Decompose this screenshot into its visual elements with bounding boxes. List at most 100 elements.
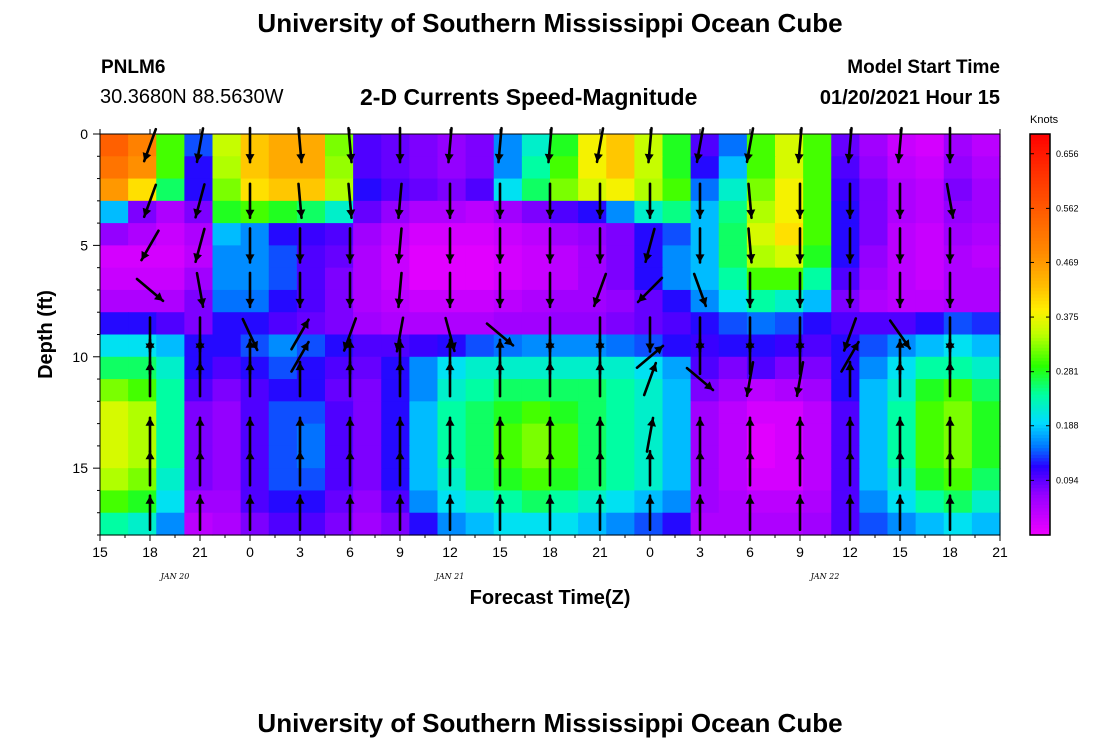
colorbar-segment (1030, 240, 1050, 245)
heatmap-cell (746, 200, 776, 224)
heatmap-cell (746, 334, 776, 358)
heatmap-cell (521, 379, 551, 402)
heatmap-cell (550, 156, 579, 180)
vector-arrowhead (745, 451, 755, 460)
heatmap-cell (381, 356, 410, 380)
heatmap-cell (353, 379, 382, 402)
heatmap-cell (718, 178, 748, 202)
y-tick-label: 15 (72, 460, 88, 476)
heatmap-cell (690, 334, 720, 358)
heatmap-cell (971, 445, 1001, 469)
vector-arrowhead (395, 339, 405, 348)
heatmap-cell (803, 289, 832, 313)
heatmap-cell (718, 134, 748, 157)
heatmap-cell (662, 267, 692, 291)
vector-arrowhead (947, 208, 956, 218)
vector-arrowhead (545, 417, 555, 426)
heatmap-cell (296, 223, 326, 246)
heatmap-cell (803, 379, 832, 402)
heatmap-cell (381, 178, 410, 202)
heatmap-cell (128, 178, 157, 202)
heatmap-cell (100, 267, 129, 291)
heatmap-cell (268, 401, 298, 425)
heatmap-cell (100, 468, 129, 492)
heatmap-cell (437, 178, 467, 202)
heatmap-cell (409, 379, 439, 402)
vector-arrowhead (504, 336, 513, 346)
heatmap-cell (156, 490, 185, 514)
heatmap-cell (212, 223, 242, 246)
colorbar-tick-label: 0.656 (1056, 149, 1079, 159)
heatmap-cell (859, 289, 889, 313)
vector-arrowhead (648, 363, 658, 373)
vector-arrowhead (895, 495, 905, 504)
heatmap-cell (746, 401, 776, 425)
vector-arrowhead (645, 495, 655, 504)
vector-arrowhead (845, 495, 855, 504)
heatmap-cell (100, 312, 129, 336)
vector-arrowhead (345, 298, 355, 307)
x-tick-label: 9 (796, 544, 804, 560)
colorbar-segment (1030, 200, 1050, 205)
vector-arrowhead (145, 362, 155, 371)
heatmap-cell (718, 490, 748, 514)
heatmap-cell (268, 156, 298, 180)
heatmap-cell (381, 200, 410, 224)
y-tick-label: 0 (80, 126, 88, 142)
heatmap-cell (353, 223, 382, 246)
heatmap-cell (353, 423, 382, 447)
heatmap-cell (578, 401, 607, 425)
heatmap-cell (212, 156, 242, 180)
colorbar-segment (1030, 327, 1050, 332)
heatmap-cell (381, 445, 410, 469)
heatmap-cell (325, 312, 354, 336)
vector-arrowhead (494, 153, 504, 163)
heatmap-cell (156, 156, 185, 180)
vector-arrowhead (545, 298, 555, 307)
vector-arrowhead (795, 209, 805, 218)
heatmap-cell (943, 178, 973, 202)
colorbar-segment (1030, 150, 1050, 155)
colorbar-segment (1030, 304, 1050, 309)
heatmap-cell (550, 490, 579, 514)
heatmap-cell (437, 223, 467, 246)
heatmap-cell (381, 490, 410, 514)
heatmap-cell (493, 267, 523, 291)
heatmap-cell (887, 178, 917, 202)
heatmap-cell (662, 134, 692, 157)
heatmap-cell (465, 178, 495, 202)
heatmap-cell (521, 178, 551, 202)
colorbar-segment (1030, 254, 1050, 259)
heatmap-cell (521, 445, 551, 469)
heatmap-cell (465, 134, 495, 157)
heatmap-cell (240, 445, 270, 469)
heatmap-cell (718, 512, 748, 536)
vector-arrowhead (895, 298, 905, 307)
heatmap-cell (128, 200, 157, 224)
heatmap-cell (718, 423, 748, 447)
colorbar-segment (1030, 284, 1050, 289)
heatmap-cell (156, 289, 185, 313)
heatmap-cell (803, 401, 832, 425)
vector-arrowhead (647, 418, 656, 427)
colorbar-segment (1030, 361, 1050, 366)
y-tick-label: 10 (72, 349, 88, 365)
heatmap-cell (409, 512, 439, 536)
vector-arrowhead (195, 451, 205, 460)
heatmap-cell (746, 156, 776, 180)
colorbar-segment (1030, 147, 1050, 152)
heatmap-cell (746, 512, 776, 536)
x-axis: 15 18 21 0 3 6 9 12 15 18 21 0 3 6 9 12 15 18 21 JAN 20 JAN … (92, 129, 1008, 581)
heatmap-cell (465, 334, 495, 358)
heatmap-cells (100, 134, 1001, 536)
heatmap-cell (268, 134, 298, 157)
heatmap-cell (100, 223, 129, 246)
vector-arrowhead (394, 254, 404, 263)
heatmap-cell (353, 134, 382, 157)
heatmap-cell (662, 223, 692, 246)
colorbar-segment (1030, 184, 1050, 189)
heatmap-cell (409, 445, 439, 469)
colorbar-segment (1030, 364, 1050, 369)
x-tick-label: 15 (92, 544, 108, 560)
heatmap-cell (353, 289, 382, 313)
